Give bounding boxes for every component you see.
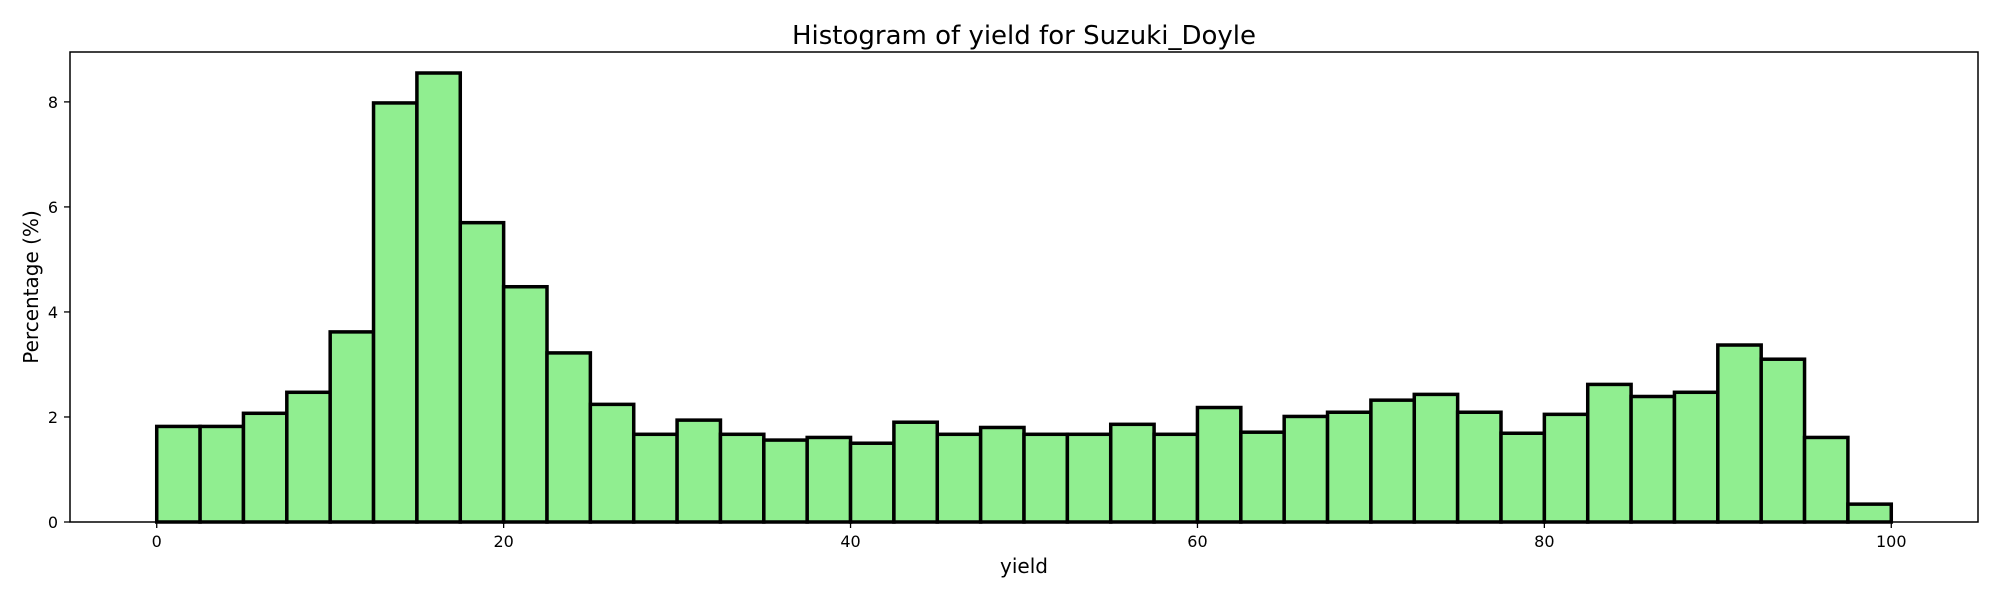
y-tick-label: 0 [48,513,58,532]
x-tick-label: 80 [1534,532,1554,551]
x-axis-label: yield [1000,554,1048,578]
histogram-bar [848,441,896,524]
chart-title: Histogram of yield for Suzuki_Doyle [792,21,1256,51]
histogram-bar [1802,435,1850,524]
x-tick-label: 40 [840,532,860,551]
histogram-bar [1195,405,1243,524]
histogram-bar [805,435,853,524]
histogram-bar [285,390,332,524]
histogram-bar [1065,432,1113,524]
histogram-bar [675,418,723,524]
histogram-bar [328,330,376,524]
y-tick-label: 2 [48,408,58,427]
histogram-bar [371,101,419,524]
histogram-bar [1629,394,1677,524]
bars-group [154,71,1894,524]
histogram-bar [978,425,1026,524]
histogram-bar [1412,392,1460,524]
x-tick-label: 60 [1187,532,1207,551]
y-tick-label: 6 [48,198,58,217]
histogram-bar [1239,430,1286,524]
x-tick-label: 20 [493,532,513,551]
histogram-bar [545,351,593,524]
plot-frame [69,51,1979,523]
histogram-bar [718,432,766,524]
histogram-bar [1846,502,1894,524]
histogram-bar [1716,343,1763,524]
histogram-bar [762,438,809,524]
histogram-bar [935,432,983,524]
histogram-bar [1455,410,1503,524]
histogram-bar [415,71,463,524]
histogram-bar [1672,390,1720,524]
histogram-bar [588,402,636,524]
histogram-bar [1325,410,1373,524]
histogram-bar [1152,432,1200,524]
histogram-bar [1108,422,1156,524]
histogram-bar [458,220,506,524]
histogram-bar [241,411,289,524]
x-tick-label: 0 [152,532,162,551]
y-axis: 0 2 4 6 8 [48,93,70,532]
histogram-bar [1542,412,1590,524]
histogram-bar [1499,431,1547,524]
histogram-bar [198,424,246,524]
y-tick-label: 4 [48,303,58,322]
histogram-bar [501,284,549,524]
histogram-bar [1282,414,1330,524]
x-tick-label: 100 [1876,532,1907,551]
histogram-bar [892,420,940,524]
histogram-bar [1022,432,1070,524]
x-axis: 0 20 40 60 80 100 [152,522,1907,551]
y-axis-label: Percentage (%) [19,210,43,363]
histogram-bar [1585,382,1633,524]
histogram-bar [154,424,202,524]
histogram-bar [1759,357,1807,524]
y-tick-label: 8 [48,93,58,112]
histogram-bar [1369,398,1417,524]
histogram-bar [631,432,679,524]
